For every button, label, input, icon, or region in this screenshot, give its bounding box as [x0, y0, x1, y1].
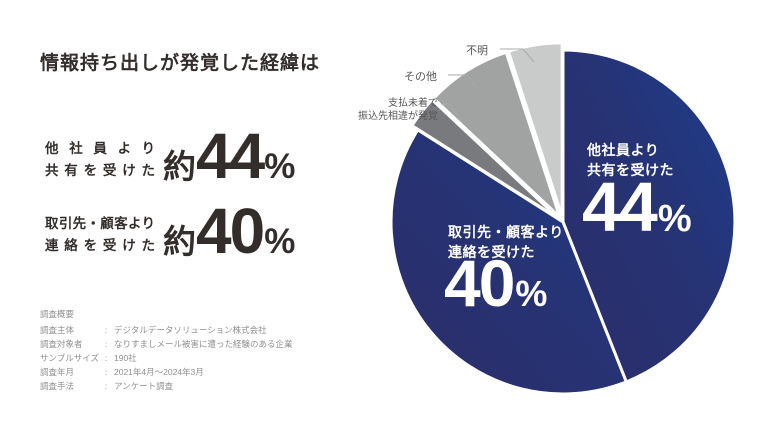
page-title: 情報持ち出しが発覚した経緯は	[40, 53, 321, 74]
survey-row-label: 調査年月	[40, 367, 75, 377]
stat-label-line: 取引先・顧客より	[45, 216, 155, 231]
approx-prefix: 約	[163, 148, 196, 185]
pie-label-line: 支払未着で	[388, 98, 438, 109]
pie-slice-4	[507, 41, 564, 217]
stat-customer-contact-value: 約 40 %	[163, 199, 295, 263]
leader-line-unknown	[500, 48, 535, 63]
survey-row: 調査手法 : アンケート調査	[40, 379, 293, 393]
pie-value-customer-contact: 40 %	[444, 250, 547, 316]
pie-value-digits: 44	[582, 168, 658, 246]
stat-label-line: 他社員より	[45, 141, 155, 156]
survey-row-label: 調査主体	[40, 325, 75, 335]
pie-label-line: 連絡を受けた	[448, 244, 535, 260]
pie-label-customer-contact: 取引先・顧客より 連絡を受けた	[448, 222, 564, 262]
survey-row-value: デジタルデータソリューション株式会社	[114, 325, 267, 335]
pie-label-line: 振込先相違が発覚	[358, 110, 438, 122]
percent-sign: %	[264, 222, 296, 261]
survey-row-separator: :	[104, 353, 108, 363]
survey-row-separator: :	[104, 381, 108, 391]
pie-label-unknown: 不明	[466, 45, 488, 57]
survey-row-separator: :	[104, 325, 108, 335]
leader-line-payment	[441, 103, 458, 116]
survey-row-value: 2021年4月〜2024年3月	[114, 367, 204, 377]
pie-label-employee-share: 他社員より 共有を受けた	[587, 140, 674, 180]
pie-label-other: その他	[404, 71, 437, 83]
pie-label-line: 共有を受けた	[587, 162, 674, 178]
survey-row: 調査年月 : 2021年4月〜2024年3月	[40, 365, 293, 379]
pie-slices	[389, 41, 737, 396]
approx-prefix: 約	[163, 223, 196, 260]
survey-row-separator: :	[104, 339, 108, 349]
stat-employee-share-value: 約 44 %	[163, 124, 295, 188]
leader-line-other	[448, 74, 478, 89]
pie-label-line: 取引先・顧客より	[448, 224, 564, 240]
leader-lines	[441, 48, 535, 116]
stat-label-line: 連絡を受けた	[45, 238, 155, 253]
pie-slice-2	[411, 98, 559, 219]
survey-row: 調査対象者 : なりすましメール被害に遭った経験のある企業	[40, 337, 293, 351]
survey-row-label: サンプルサイズ	[40, 353, 99, 363]
percent-sign: %	[515, 273, 548, 314]
stat-employee-share-label: 他社員より 共有を受けた	[45, 138, 155, 188]
percent-sign: %	[264, 147, 296, 186]
stat-customer-contact-label: 取引先・顧客より 連絡を受けた	[45, 213, 155, 263]
pie-slice-3	[432, 51, 561, 218]
pie-label-line: 他社員より	[587, 142, 660, 158]
survey-row-value: アンケート調査	[114, 381, 174, 391]
percent-sign: %	[657, 198, 692, 240]
pie-value-employee-share: 44 %	[582, 172, 692, 242]
stat-employee-share: 他社員より 共有を受けた 約 44 %	[45, 124, 295, 188]
survey-overview: 調査概要 調査主体 : デジタルデータソリューション株式会社 調査対象者 : な…	[40, 307, 293, 393]
survey-heading: 調査概要	[40, 309, 75, 319]
survey-row-value: 190社	[114, 353, 137, 363]
survey-row: 調査主体 : デジタルデータソリューション株式会社	[40, 323, 293, 337]
survey-row-label: 調査手法	[40, 381, 75, 391]
pie-slice-1	[389, 128, 628, 396]
stat-value: 44	[196, 120, 265, 192]
pie-label-payment-discrepancy: 支払未着で 振込先相違が発覚	[350, 98, 438, 123]
stat-label-line: 共有を受けた	[45, 163, 155, 178]
stat-value: 40	[196, 195, 265, 267]
survey-row-separator: :	[104, 367, 108, 377]
survey-row-label: 調査対象者	[40, 339, 83, 349]
survey-row-value: なりすましメール被害に遭った経験のある企業	[114, 339, 293, 349]
pie-value-digits: 40	[444, 246, 515, 320]
stat-customer-contact: 取引先・顧客より 連絡を受けた 約 40 %	[45, 199, 295, 263]
pie-slice-0	[561, 48, 737, 384]
survey-row: サンプルサイズ : 190社	[40, 351, 293, 365]
